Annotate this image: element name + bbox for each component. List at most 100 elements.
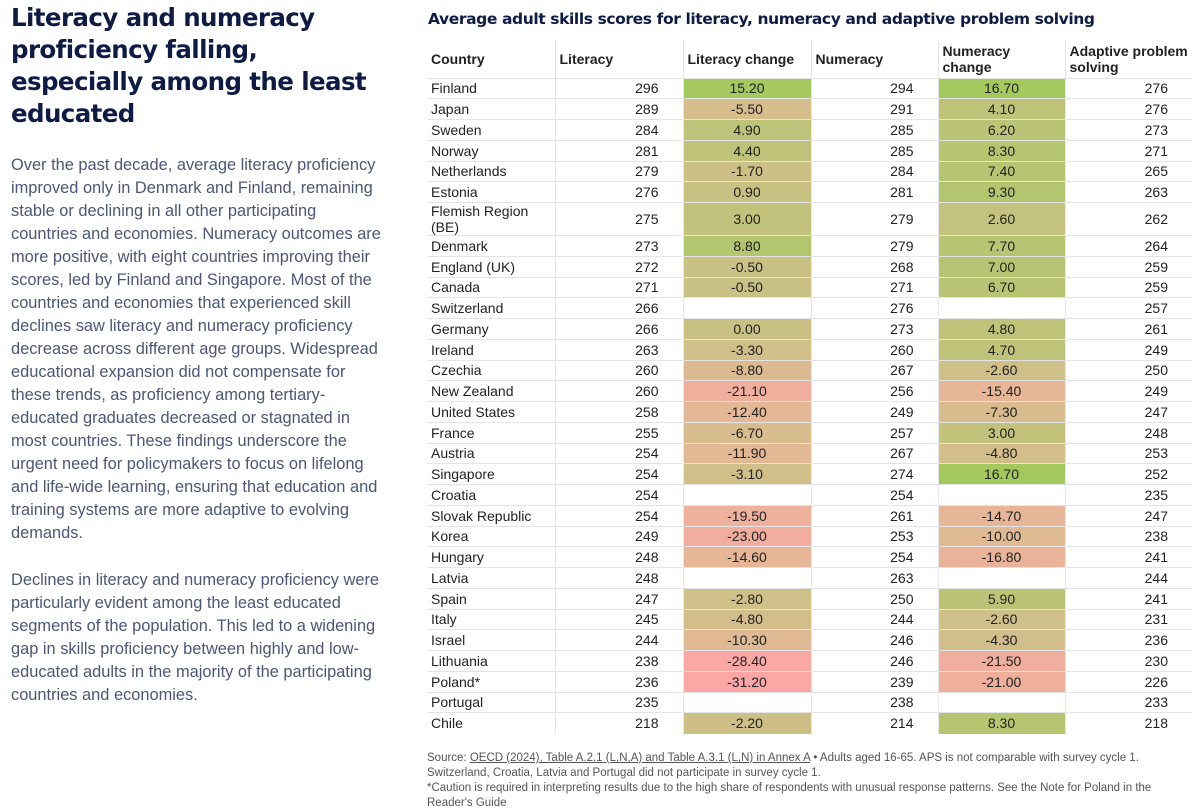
source-note-text: • Adults aged 16-65. APS is not comparab…	[427, 752, 1139, 779]
literacy-cell: 244	[554, 629, 683, 651]
literacy-change-cell: -21.10	[682, 380, 811, 402]
literacy-cell: 247	[554, 587, 683, 609]
numeracy-cell: 279	[810, 202, 938, 236]
country-cell: Ireland	[427, 338, 555, 360]
numeracy-change-cell: 4.70	[937, 338, 1065, 360]
aps-cell: 252	[1064, 463, 1192, 485]
literacy-cell: 266	[554, 297, 683, 319]
country-cell: United States	[427, 401, 555, 423]
numeracy-cell: 239	[810, 670, 938, 692]
aps-cell: 271	[1064, 139, 1192, 161]
aps-cell: 259	[1064, 255, 1192, 277]
country-cell: Switzerland	[427, 297, 555, 319]
table-row: Germany 266 0.00 273 4.80 261	[427, 318, 1192, 340]
numeracy-cell: 250	[810, 587, 938, 609]
aps-cell: 276	[1064, 77, 1192, 99]
country-cell: New Zealand	[427, 380, 555, 402]
table-row: Singapore 254 -3.10 274 16.70 252	[427, 463, 1192, 485]
source-note: Source: OECD (2024), Table A.2.1 (L,N,A)…	[427, 751, 1192, 811]
table-row: Finland 296 15.20 294 16.70 276	[427, 77, 1192, 99]
table-row: France 255 -6.70 257 3.00 248	[427, 421, 1192, 443]
country-cell: Slovak Republic	[427, 504, 555, 526]
literacy-change-cell: -31.20	[682, 670, 811, 692]
table-row: Denmark 273 8.80 279 7.70 264	[427, 235, 1192, 257]
literacy-change-cell: 0.90	[682, 181, 811, 203]
literacy-cell: 249	[554, 525, 683, 547]
numeracy-change-cell	[937, 297, 1065, 319]
country-cell: Czechia	[427, 359, 555, 381]
literacy-cell: 255	[554, 421, 683, 443]
country-cell: Israel	[427, 629, 555, 651]
numeracy-change-cell: -2.60	[937, 608, 1065, 630]
numeracy-cell: 263	[810, 567, 938, 589]
table-row: Switzerland 266 276 257	[427, 297, 1192, 319]
source-link[interactable]: OECD (2024), Table A.2.1 (L,N,A) and Tab…	[469, 752, 811, 764]
aps-cell: 230	[1064, 650, 1192, 672]
aps-cell: 264	[1064, 235, 1192, 257]
numeracy-cell: 267	[810, 359, 938, 381]
literacy-cell: 260	[554, 380, 683, 402]
chart-title: Average adult skills scores for literacy…	[428, 10, 1095, 28]
numeracy-change-cell: 16.70	[937, 463, 1065, 485]
numeracy-cell: 294	[810, 77, 938, 99]
column-header: Literacy	[554, 40, 683, 78]
literacy-change-cell: -8.80	[682, 359, 811, 381]
literacy-cell: 235	[554, 691, 683, 713]
page-title: Literacy and numeracy proficiency fallin…	[11, 3, 367, 128]
literacy-change-cell: 8.80	[682, 235, 811, 257]
aps-cell: 238	[1064, 525, 1192, 547]
literacy-change-cell: -19.50	[682, 504, 811, 526]
literacy-change-cell: -11.90	[682, 442, 811, 464]
table-row: Austria 254 -11.90 267 -4.80 253	[427, 442, 1192, 464]
country-cell: Germany	[427, 318, 555, 340]
literacy-cell: 273	[554, 235, 683, 257]
literacy-cell: 254	[554, 463, 683, 485]
literacy-cell: 260	[554, 359, 683, 381]
table-row: Spain 247 -2.80 250 5.90 241	[427, 587, 1192, 609]
country-cell: Estonia	[427, 181, 555, 203]
aps-cell: 233	[1064, 691, 1192, 713]
aps-cell: 261	[1064, 318, 1192, 340]
numeracy-cell: 261	[810, 504, 938, 526]
literacy-cell: 254	[554, 504, 683, 526]
table-row: Chile 218 -2.20 214 8.30 218	[427, 712, 1192, 734]
literacy-cell: 276	[554, 181, 683, 203]
literacy-change-cell: 0.00	[682, 318, 811, 340]
numeracy-change-cell: 8.30	[937, 139, 1065, 161]
literacy-change-cell: 15.20	[682, 77, 811, 99]
table-row: Portugal 235 238 233	[427, 691, 1192, 713]
country-cell: Singapore	[427, 463, 555, 485]
numeracy-change-cell: 8.30	[937, 712, 1065, 734]
table-header: Country Literacy Literacy change Numeracy Nu…	[427, 40, 1192, 78]
skills-table: Country Literacy Literacy change Numeracy Nu…	[427, 40, 1192, 734]
numeracy-change-cell	[937, 691, 1065, 713]
numeracy-cell: 256	[810, 380, 938, 402]
numeracy-change-cell: 6.70	[937, 276, 1065, 298]
literacy-change-cell	[682, 297, 811, 319]
numeracy-change-cell: -4.80	[937, 442, 1065, 464]
literacy-cell: 281	[554, 139, 683, 161]
numeracy-change-cell: -10.00	[937, 525, 1065, 547]
table-row: Netherlands 279 -1.70 284 7.40 265	[427, 160, 1192, 182]
literacy-cell: 248	[554, 567, 683, 589]
country-cell: Denmark	[427, 235, 555, 257]
aps-cell: 249	[1064, 380, 1192, 402]
numeracy-cell: 249	[810, 401, 938, 423]
column-header: Country	[431, 50, 485, 67]
numeracy-change-cell: -14.70	[937, 504, 1065, 526]
literacy-cell: 271	[554, 276, 683, 298]
literacy-cell: 296	[554, 77, 683, 99]
numeracy-cell: 257	[810, 421, 938, 443]
aps-cell: 236	[1064, 629, 1192, 651]
table-row: Czechia 260 -8.80 267 -2.60 250	[427, 359, 1192, 381]
numeracy-cell: 260	[810, 338, 938, 360]
literacy-cell: 266	[554, 318, 683, 340]
aps-cell: 241	[1064, 546, 1192, 568]
aps-cell: 241	[1064, 587, 1192, 609]
numeracy-change-cell	[937, 484, 1065, 506]
numeracy-change-cell: 4.80	[937, 318, 1065, 340]
literacy-change-cell: -3.30	[682, 338, 811, 360]
numeracy-change-cell: 7.70	[937, 235, 1065, 257]
numeracy-cell: 279	[810, 235, 938, 257]
numeracy-cell: 253	[810, 525, 938, 547]
